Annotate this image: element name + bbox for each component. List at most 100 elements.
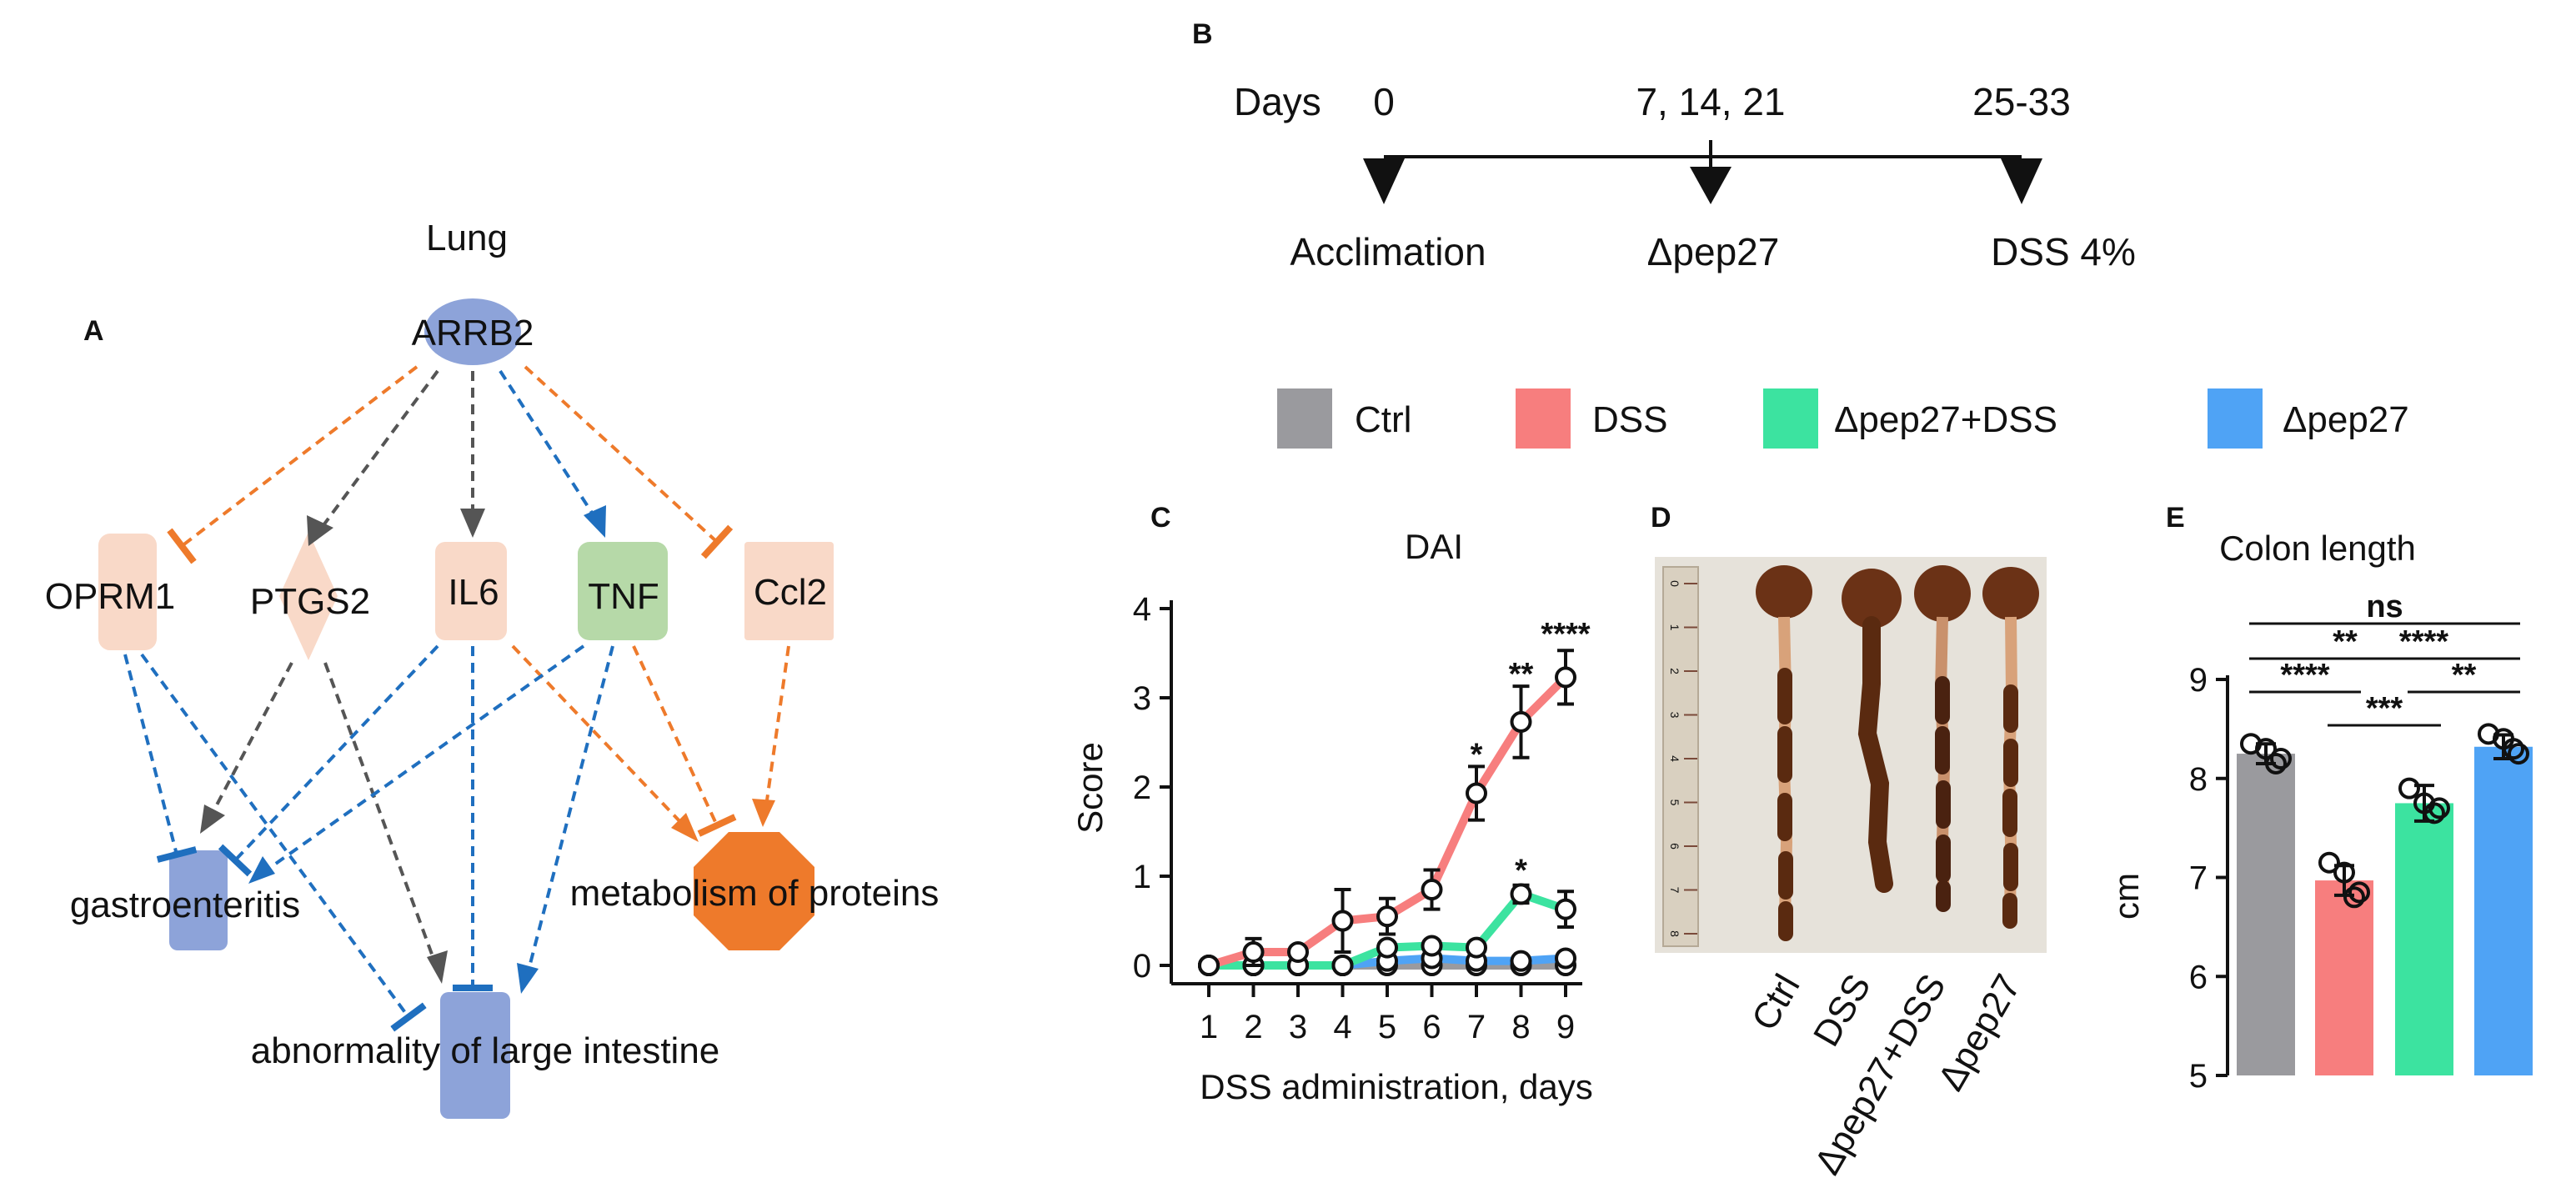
ruler — [1662, 566, 1699, 947]
label-arrb2: ARRB2 — [412, 313, 534, 353]
dai-x-tick-label: 7 — [1467, 1009, 1486, 1045]
timeline-arrow-2 — [2001, 158, 2042, 204]
colon-bar — [2237, 754, 2295, 1075]
dai-point — [1331, 955, 1354, 976]
ruler-tick-label: 8 — [1668, 930, 1681, 937]
colon-point — [2343, 886, 2365, 909]
ptgs2-node — [279, 532, 338, 660]
dai-x-tick-label: 2 — [1244, 1009, 1262, 1045]
ruler-tick-label: 5 — [1668, 799, 1681, 806]
colon-comparison-label: *** — [2366, 691, 2403, 726]
label-il6: IL6 — [448, 572, 499, 613]
edge-tnf-metab — [632, 645, 737, 837]
gastroenteritis-node — [169, 850, 228, 950]
arrowhead-il6-metab — [671, 813, 699, 842]
edge-arrb2-tnf — [499, 369, 594, 514]
legend-swatch-dss — [1516, 388, 1571, 449]
tnf-node — [578, 542, 668, 640]
colon-comparison-label: ns — [2366, 589, 2403, 624]
colon-dpep27 — [1982, 567, 2039, 929]
dai-y-tick-label: 4 — [1133, 591, 1151, 628]
legend-swatch-dpep27-dss — [1763, 388, 1818, 449]
dai-point — [1421, 879, 1443, 901]
colon-point — [2398, 777, 2420, 799]
edge-ptgs2-gastro — [211, 662, 293, 814]
dai-point — [1555, 666, 1576, 689]
panel-b: B Days 0 7, 14, 21 25-33 Acclimation Δpe… — [1192, 18, 2136, 273]
edge-tnf-gastro — [269, 644, 585, 869]
edge-il6-metab — [511, 644, 685, 827]
dai-y-tick-label: 0 — [1133, 948, 1151, 985]
panel-letter-a: A — [83, 315, 104, 347]
il6-node — [435, 542, 507, 640]
timeline-event-2: DSS 4% — [1991, 230, 2136, 273]
legend: Ctrl DSS Δpep27+DSS Δpep27 — [1277, 388, 2409, 449]
arrowhead-il6 — [460, 509, 485, 538]
photo-label-dss: DSS — [1806, 968, 1879, 1054]
colon-bar — [2395, 803, 2453, 1075]
ccl2-node — [744, 542, 834, 640]
panel-letter-d: D — [1651, 502, 1671, 534]
colon-y-tick-label: 8 — [2189, 761, 2208, 798]
colon-y-ticks: 5 6 7 8 9 — [2189, 662, 2228, 1095]
edge-arrb2-ccl2 — [524, 365, 734, 559]
dai-point — [1421, 935, 1443, 957]
label-ptgs2: PTGS2 — [250, 581, 370, 622]
dai-x-tick-label: 4 — [1333, 1009, 1351, 1045]
arrowhead-ptgs2-abnorm — [427, 950, 448, 984]
dai-y-tick-label: 2 — [1133, 769, 1151, 806]
colon-point — [2503, 738, 2524, 760]
colon-y-tick-label: 7 — [2189, 860, 2208, 897]
edge-oprm1-gastro — [123, 654, 198, 863]
arrowhead-ccl2-metab — [752, 799, 775, 827]
colon-ctrl — [1756, 565, 1812, 941]
colon-y-tick-label: 9 — [2189, 662, 2208, 699]
dai-significance: * — [1471, 737, 1483, 772]
metabolism-node — [694, 832, 814, 950]
edge-ccl2-metab — [765, 645, 790, 801]
arrb2-node — [424, 298, 521, 365]
timeline-arrow-0 — [1363, 158, 1405, 204]
panel-letter-c: C — [1150, 502, 1171, 534]
timeline-mark-0: 0 — [1373, 80, 1395, 123]
ruler-tick-label: 3 — [1668, 712, 1681, 719]
arrowhead-ptgs2 — [307, 515, 333, 546]
timeline-mark-2: 25-33 — [1972, 80, 2071, 123]
legend-label-dpep27-dss: Δpep27+DSS — [1834, 399, 2057, 440]
dai-plot: ******** — [1198, 617, 1591, 976]
dai-point — [1510, 950, 1532, 972]
colon-bar — [2474, 746, 2533, 1075]
dai-x-tick-label: 1 — [1200, 1009, 1218, 1045]
dai-point — [1510, 883, 1532, 905]
dai-x-tick-label: 9 — [1556, 1009, 1575, 1045]
colon-dpep27-dss — [1914, 565, 1971, 912]
colon-comparison-label: **** — [2399, 624, 2448, 659]
timeline-mark-1: 7, 14, 21 — [1636, 80, 1785, 123]
ruler-ticks: 0 1 2 3 4 5 6 7 8 — [1668, 580, 1697, 937]
dai-title: DAI — [1405, 527, 1463, 566]
edge-tnf-abnorm — [528, 645, 614, 968]
ruler-tick-label: 0 — [1668, 580, 1681, 587]
ruler-tick-label: 2 — [1668, 668, 1681, 674]
network-outcome-edges — [123, 644, 790, 1032]
colon-point — [2508, 743, 2529, 765]
label-oprm1: OPRM1 — [45, 576, 175, 617]
dai-point — [1287, 940, 1309, 963]
ruler-tick-label: 6 — [1668, 843, 1681, 850]
colon-point — [2348, 881, 2370, 904]
legend-label-dpep27: Δpep27 — [2283, 399, 2409, 440]
ruler-tick-label: 4 — [1668, 755, 1681, 762]
edge-oprm1-abnorm — [140, 653, 427, 1032]
dai-point — [1466, 782, 1487, 805]
dai-point — [1555, 898, 1576, 920]
colon-photo — [1655, 557, 2047, 953]
oprm1-node — [98, 534, 157, 650]
panel-letter-e: E — [2166, 502, 2185, 534]
colon-point — [2255, 738, 2277, 760]
label-tnf: TNF — [588, 576, 659, 617]
colon-y-tick-label: 5 — [2189, 1058, 2208, 1095]
